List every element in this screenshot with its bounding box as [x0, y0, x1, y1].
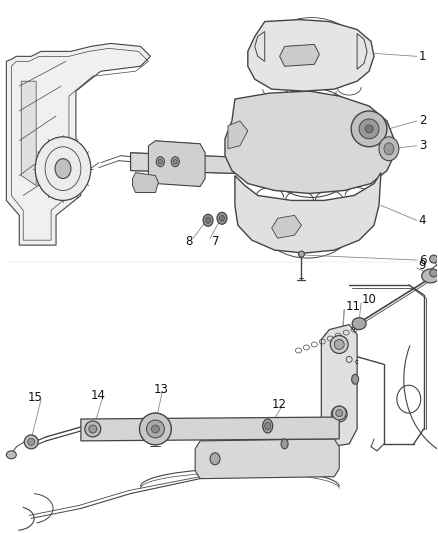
Polygon shape: [7, 43, 150, 245]
Ellipse shape: [55, 159, 71, 179]
Ellipse shape: [281, 439, 288, 449]
Ellipse shape: [217, 212, 227, 224]
Ellipse shape: [352, 318, 366, 329]
Ellipse shape: [89, 425, 97, 433]
Ellipse shape: [159, 159, 162, 164]
Ellipse shape: [331, 406, 347, 422]
Ellipse shape: [351, 111, 387, 147]
Ellipse shape: [365, 125, 373, 133]
Text: 14: 14: [91, 389, 106, 402]
Ellipse shape: [171, 157, 179, 167]
Ellipse shape: [210, 453, 220, 465]
Ellipse shape: [152, 425, 159, 433]
Polygon shape: [148, 141, 205, 187]
Ellipse shape: [140, 413, 171, 445]
Text: 9: 9: [419, 259, 426, 271]
Text: 4: 4: [419, 214, 426, 227]
Ellipse shape: [430, 255, 438, 263]
Ellipse shape: [173, 159, 177, 164]
Text: 11: 11: [345, 300, 360, 313]
Text: 12: 12: [272, 398, 286, 410]
Ellipse shape: [35, 137, 91, 200]
Ellipse shape: [335, 410, 343, 418]
Text: 15: 15: [27, 391, 42, 403]
Polygon shape: [225, 91, 394, 193]
Text: 10: 10: [362, 293, 377, 306]
Text: 3: 3: [419, 139, 426, 152]
Text: 6: 6: [419, 254, 426, 266]
Ellipse shape: [203, 214, 213, 226]
Ellipse shape: [334, 340, 344, 350]
Polygon shape: [133, 173, 159, 192]
Polygon shape: [195, 439, 339, 479]
Polygon shape: [248, 20, 374, 91]
Ellipse shape: [24, 435, 38, 449]
Polygon shape: [279, 44, 319, 66]
Polygon shape: [272, 215, 301, 238]
Ellipse shape: [430, 269, 438, 277]
Ellipse shape: [263, 419, 273, 433]
Ellipse shape: [146, 420, 164, 438]
Ellipse shape: [265, 422, 271, 430]
Polygon shape: [131, 153, 319, 175]
Ellipse shape: [332, 406, 346, 420]
Polygon shape: [321, 325, 357, 447]
Ellipse shape: [384, 143, 394, 155]
Ellipse shape: [352, 374, 359, 384]
Text: 2: 2: [419, 115, 426, 127]
Ellipse shape: [85, 421, 101, 437]
Ellipse shape: [28, 439, 35, 446]
Polygon shape: [81, 417, 339, 441]
Polygon shape: [228, 121, 248, 149]
Text: 7: 7: [212, 235, 219, 248]
Ellipse shape: [359, 119, 379, 139]
Ellipse shape: [336, 409, 343, 417]
Ellipse shape: [379, 137, 399, 160]
Ellipse shape: [298, 251, 304, 257]
Text: 8: 8: [185, 235, 193, 248]
Polygon shape: [21, 81, 36, 185]
Text: 13: 13: [153, 383, 168, 395]
Ellipse shape: [422, 269, 438, 283]
Text: c: c: [354, 359, 358, 366]
Polygon shape: [235, 173, 381, 253]
Text: 1: 1: [419, 50, 426, 63]
Ellipse shape: [219, 215, 224, 221]
Ellipse shape: [205, 217, 211, 223]
Ellipse shape: [7, 451, 16, 459]
Ellipse shape: [330, 336, 348, 353]
Ellipse shape: [156, 157, 164, 167]
